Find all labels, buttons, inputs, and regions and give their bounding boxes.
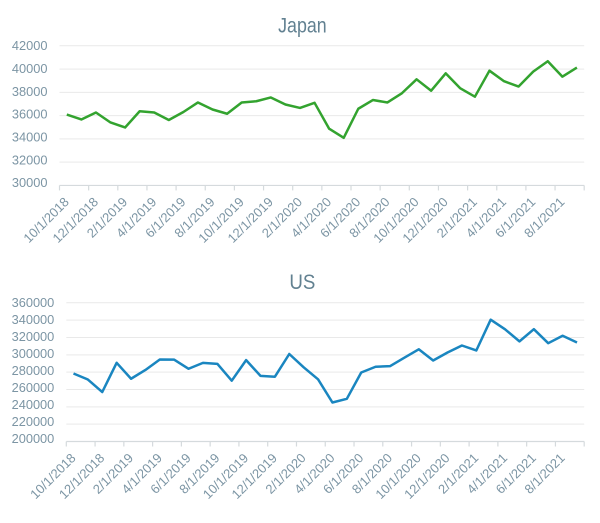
svg-text:280000: 280000 bbox=[12, 363, 55, 378]
svg-text:32000: 32000 bbox=[12, 152, 48, 167]
svg-text:260000: 260000 bbox=[12, 380, 55, 395]
svg-text:320000: 320000 bbox=[12, 329, 55, 344]
svg-text:US: US bbox=[289, 271, 315, 294]
svg-text:360000: 360000 bbox=[12, 295, 55, 310]
svg-text:240000: 240000 bbox=[12, 397, 55, 412]
svg-text:200000: 200000 bbox=[12, 431, 55, 446]
svg-text:340000: 340000 bbox=[12, 312, 55, 327]
svg-text:Japan: Japan bbox=[278, 15, 327, 38]
svg-text:34000: 34000 bbox=[12, 129, 48, 144]
svg-text:30000: 30000 bbox=[12, 175, 48, 190]
svg-text:40000: 40000 bbox=[12, 61, 48, 76]
svg-text:38000: 38000 bbox=[12, 84, 48, 99]
svg-text:42000: 42000 bbox=[12, 38, 48, 53]
svg-text:36000: 36000 bbox=[12, 107, 48, 122]
svg-text:220000: 220000 bbox=[12, 414, 55, 429]
svg-text:300000: 300000 bbox=[12, 346, 55, 361]
